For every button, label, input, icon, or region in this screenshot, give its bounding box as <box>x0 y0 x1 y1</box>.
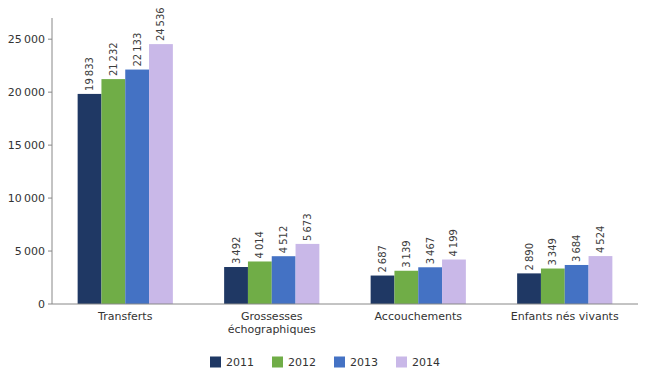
legend-label: 2013 <box>350 356 378 369</box>
x-tick-label-line: Grossesses <box>241 310 303 323</box>
data-label: 22 133 <box>132 33 143 67</box>
y-tick-label: 10 000 <box>8 192 45 205</box>
data-label: 3 467 <box>425 237 436 264</box>
y-tick-label: 25 000 <box>8 33 45 46</box>
legend-swatch <box>210 357 221 368</box>
legend: 2011 2012 2013 2014 <box>210 356 440 369</box>
x-axis: Transferts Grossesseséchographiques Accouc… <box>97 310 619 336</box>
data-label: 3 684 <box>571 235 582 262</box>
data-label: 5 673 <box>302 213 313 240</box>
x-tick-label: Enfants nés vivants <box>511 310 619 323</box>
bar <box>589 256 613 304</box>
x-tick-label-line: échographiques <box>228 323 316 336</box>
bar <box>296 244 320 304</box>
legend-swatch <box>334 357 345 368</box>
y-tick <box>48 198 52 199</box>
bar <box>565 265 589 304</box>
x-tick-label: Transferts <box>97 310 153 323</box>
data-label: 3 492 <box>231 237 242 264</box>
bar <box>149 44 173 304</box>
y-axis: 0 5 000 10 000 15 000 20 000 25 000 <box>8 33 52 311</box>
y-tick-label: 0 <box>38 298 45 311</box>
chart: 19 833 3 492 2 687 2 890 21 232 4 014 3 139 3 3… <box>0 0 650 376</box>
y-tick <box>48 92 52 93</box>
x-tick-label-line: Accouchements <box>375 310 463 323</box>
x-tick-label-line: Enfants nés vivants <box>511 310 619 323</box>
data-label: 4 512 <box>278 226 289 253</box>
x-tick-label: Grossesseséchographiques <box>228 310 316 336</box>
bar <box>442 260 466 304</box>
data-label: 4 524 <box>595 226 606 253</box>
legend-label: 2014 <box>412 356 440 369</box>
bar <box>517 273 541 304</box>
bar <box>125 70 149 304</box>
data-label: 2 687 <box>377 245 388 272</box>
data-label: 4 014 <box>254 231 265 258</box>
bar <box>394 271 418 304</box>
bar <box>224 267 248 304</box>
y-tick <box>48 304 52 305</box>
bar <box>78 94 102 304</box>
bar <box>272 256 296 304</box>
y-axis-line <box>52 18 53 304</box>
legend-swatch <box>272 357 283 368</box>
legend-label: 2011 <box>226 356 254 369</box>
legend-swatch <box>396 357 407 368</box>
bar <box>371 276 395 304</box>
y-tick <box>48 145 52 146</box>
data-label: 2 890 <box>524 243 535 270</box>
y-tick-label: 5 000 <box>15 245 45 258</box>
data-label: 21 232 <box>108 42 119 76</box>
y-tick-label: 20 000 <box>8 86 45 99</box>
bar <box>248 261 272 304</box>
bar <box>101 79 125 304</box>
data-label: 3 139 <box>401 240 412 267</box>
x-axis-line <box>52 304 638 305</box>
y-tick-label: 15 000 <box>8 139 45 152</box>
x-tick-label: Accouchements <box>375 310 463 323</box>
data-label: 3 349 <box>547 238 558 265</box>
bars <box>78 44 613 304</box>
y-tick <box>48 251 52 252</box>
data-label: 24 536 <box>155 7 166 41</box>
data-label: 19 833 <box>84 57 95 91</box>
x-tick-label-line: Transferts <box>97 310 153 323</box>
legend-label: 2012 <box>288 356 316 369</box>
y-tick <box>48 39 52 40</box>
data-labels: 19 833 3 492 2 687 2 890 21 232 4 014 3 139 3 3… <box>84 7 606 272</box>
bar <box>418 267 442 304</box>
data-label: 4 199 <box>448 229 459 256</box>
bar <box>541 269 565 304</box>
